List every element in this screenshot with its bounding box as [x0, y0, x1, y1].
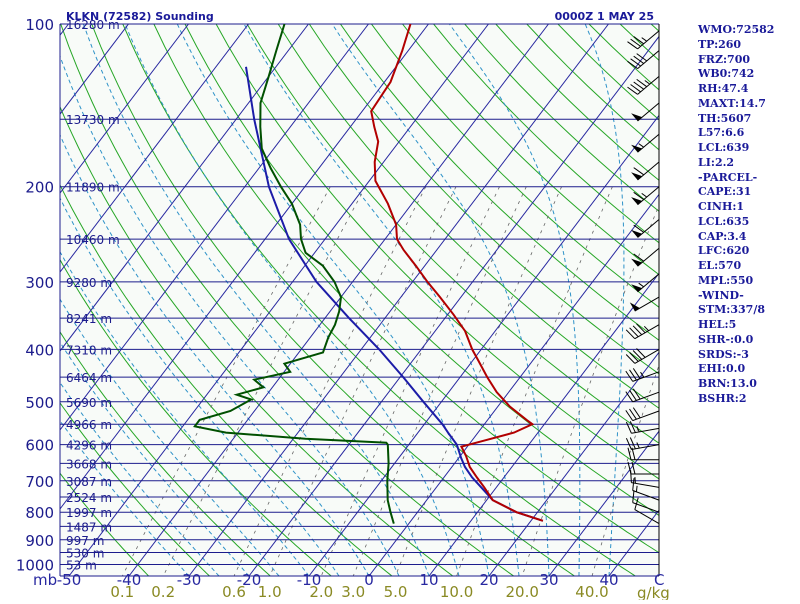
pressure-tick-label: 900: [25, 532, 54, 550]
pressure-tick-label: 100: [25, 16, 54, 34]
index-item: LCL:635: [698, 215, 774, 230]
mixing-ratio-label: 5.0: [384, 583, 408, 600]
mixing-ratio-label: 0.2: [151, 583, 175, 600]
height-label: 4296 m: [66, 439, 112, 453]
temperature-tick-label: -30: [177, 571, 202, 589]
temperature-tick-label: -50: [57, 571, 82, 589]
index-item: -PARCEL-: [698, 171, 774, 186]
index-item: MAXT:14.7: [698, 97, 774, 112]
height-label: 53 m: [66, 559, 97, 573]
height-label: 1487 m: [66, 520, 112, 534]
height-label: 2524 m: [66, 491, 112, 505]
height-label: 1997 m: [66, 506, 112, 520]
pressure-tick-label: 400: [25, 341, 54, 359]
index-item: SHR-:0.0: [698, 333, 774, 348]
height-label: 7310 m: [66, 343, 112, 357]
index-item: BRN:13.0: [698, 377, 774, 392]
index-item: MPL:550: [698, 274, 774, 289]
isotherm: [0, 24, 9, 576]
index-item: LFC:620: [698, 244, 774, 259]
mixing-ratio-label: 20.0: [505, 583, 538, 600]
index-item: TH:5607: [698, 112, 774, 127]
isotherm: [0, 24, 69, 576]
pressure-tick-label: 500: [25, 394, 54, 412]
index-item: CINH:1: [698, 200, 774, 215]
mixing-ratio-label: 3.0: [341, 583, 365, 600]
pressure-unit-label: mb: [33, 571, 57, 589]
index-item: CAP:3.4: [698, 230, 774, 245]
height-label: 13730 m: [66, 113, 120, 127]
index-item: STM:337/8: [698, 303, 774, 318]
index-item: HEL:5: [698, 318, 774, 333]
plot-background: [60, 24, 659, 576]
pressure-tick-label: 800: [25, 504, 54, 522]
pressure-tick-label: 200: [25, 179, 54, 197]
index-item: -WIND-: [698, 289, 774, 304]
station-title: KLKN (72582) Sounding: [66, 10, 214, 23]
index-item: EL:570: [698, 259, 774, 274]
height-label: 9280 m: [66, 276, 112, 290]
height-label: 8241 m: [66, 312, 112, 326]
index-item: WMO:72582: [698, 23, 774, 38]
index-item: SRDS:-3: [698, 348, 774, 363]
temperature-tick-label: -20: [237, 571, 262, 589]
height-label: 6464 m: [66, 371, 112, 385]
height-label: 3668 m: [66, 457, 112, 471]
mixing-ratio-label: 10.0: [440, 583, 473, 600]
height-label: 4966 m: [66, 418, 112, 432]
index-item: WB0:742: [698, 67, 774, 82]
temperature-tick-label: 40: [599, 571, 618, 589]
height-label: 3087 m: [66, 475, 112, 489]
temperature-tick-label: 10: [419, 571, 438, 589]
temperature-tick-label: 0: [364, 571, 374, 589]
height-label: 11890 m: [66, 181, 120, 195]
mixing-ratio-unit-label: g/kg: [637, 584, 670, 600]
temperature-tick-label: -10: [297, 571, 322, 589]
index-item: LI:2.2: [698, 156, 774, 171]
index-item: LCL:639: [698, 141, 774, 156]
pressure-tick-label: 700: [25, 473, 54, 491]
index-item: RH:47.4: [698, 82, 774, 97]
height-label: 5690 m: [66, 396, 112, 410]
pressure-tick-label: 300: [25, 274, 54, 292]
index-item: TP:260: [698, 38, 774, 53]
pressure-tick-label: 600: [25, 437, 54, 455]
temperature-tick-label: 30: [539, 571, 558, 589]
index-item: BSHR:2: [698, 392, 774, 407]
observation-time: 0000Z 1 MAY 25: [555, 10, 654, 23]
mixing-ratio-label: 1.0: [258, 583, 282, 600]
index-item: EHI:0.0: [698, 362, 774, 377]
temperature-tick-label: -40: [117, 571, 142, 589]
index-item: CAPE:31: [698, 185, 774, 200]
height-label: 10460 m: [66, 233, 120, 247]
index-item: FRZ:700: [698, 53, 774, 68]
temperature-tick-label: 20: [479, 571, 498, 589]
index-item: L57:6.6: [698, 126, 774, 141]
